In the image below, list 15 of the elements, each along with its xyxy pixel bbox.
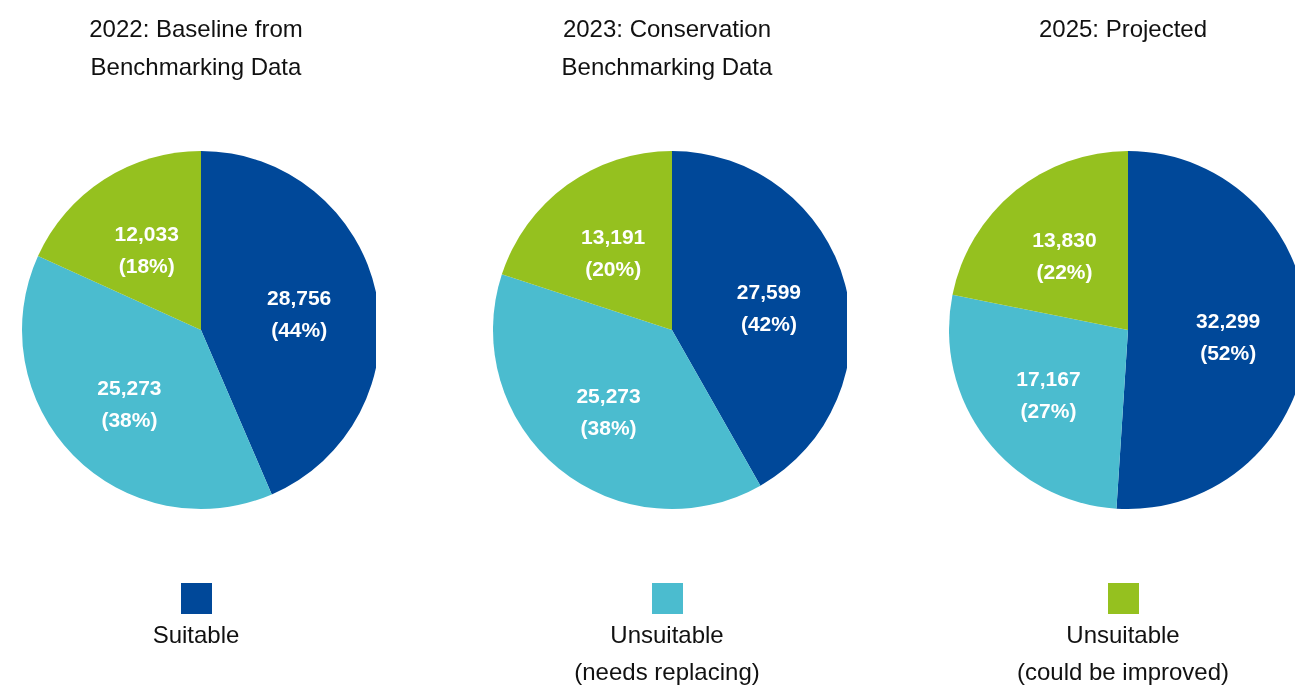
legend-label: Unsuitable (could be improved): [1015, 620, 1231, 687]
data-label: 25,273 (38%): [97, 376, 162, 432]
chart-title: 2023: Conservation Benchmarking Data: [560, 14, 774, 82]
chart-title: 2022: Baseline from Benchmarking Data: [88, 14, 304, 82]
data-label: 13,830 (22%): [1032, 228, 1097, 284]
data-label: 27,599 (42%): [736, 280, 802, 336]
data-label: 28,756 (44%): [267, 285, 332, 341]
data-label: 17,167 (27%): [1016, 366, 1081, 422]
data-label: 12,033 (18%): [114, 221, 179, 277]
legend-label: Suitable: [151, 620, 241, 650]
data-label: 25,273 (38%): [576, 383, 641, 439]
data-label: 32,299 (52%): [1196, 309, 1261, 365]
legend-label: Unsuitable (needs replacing): [573, 620, 761, 687]
data-label: 13,191 (20%): [581, 224, 646, 280]
chart-title: 2025: Projected: [1037, 14, 1209, 44]
